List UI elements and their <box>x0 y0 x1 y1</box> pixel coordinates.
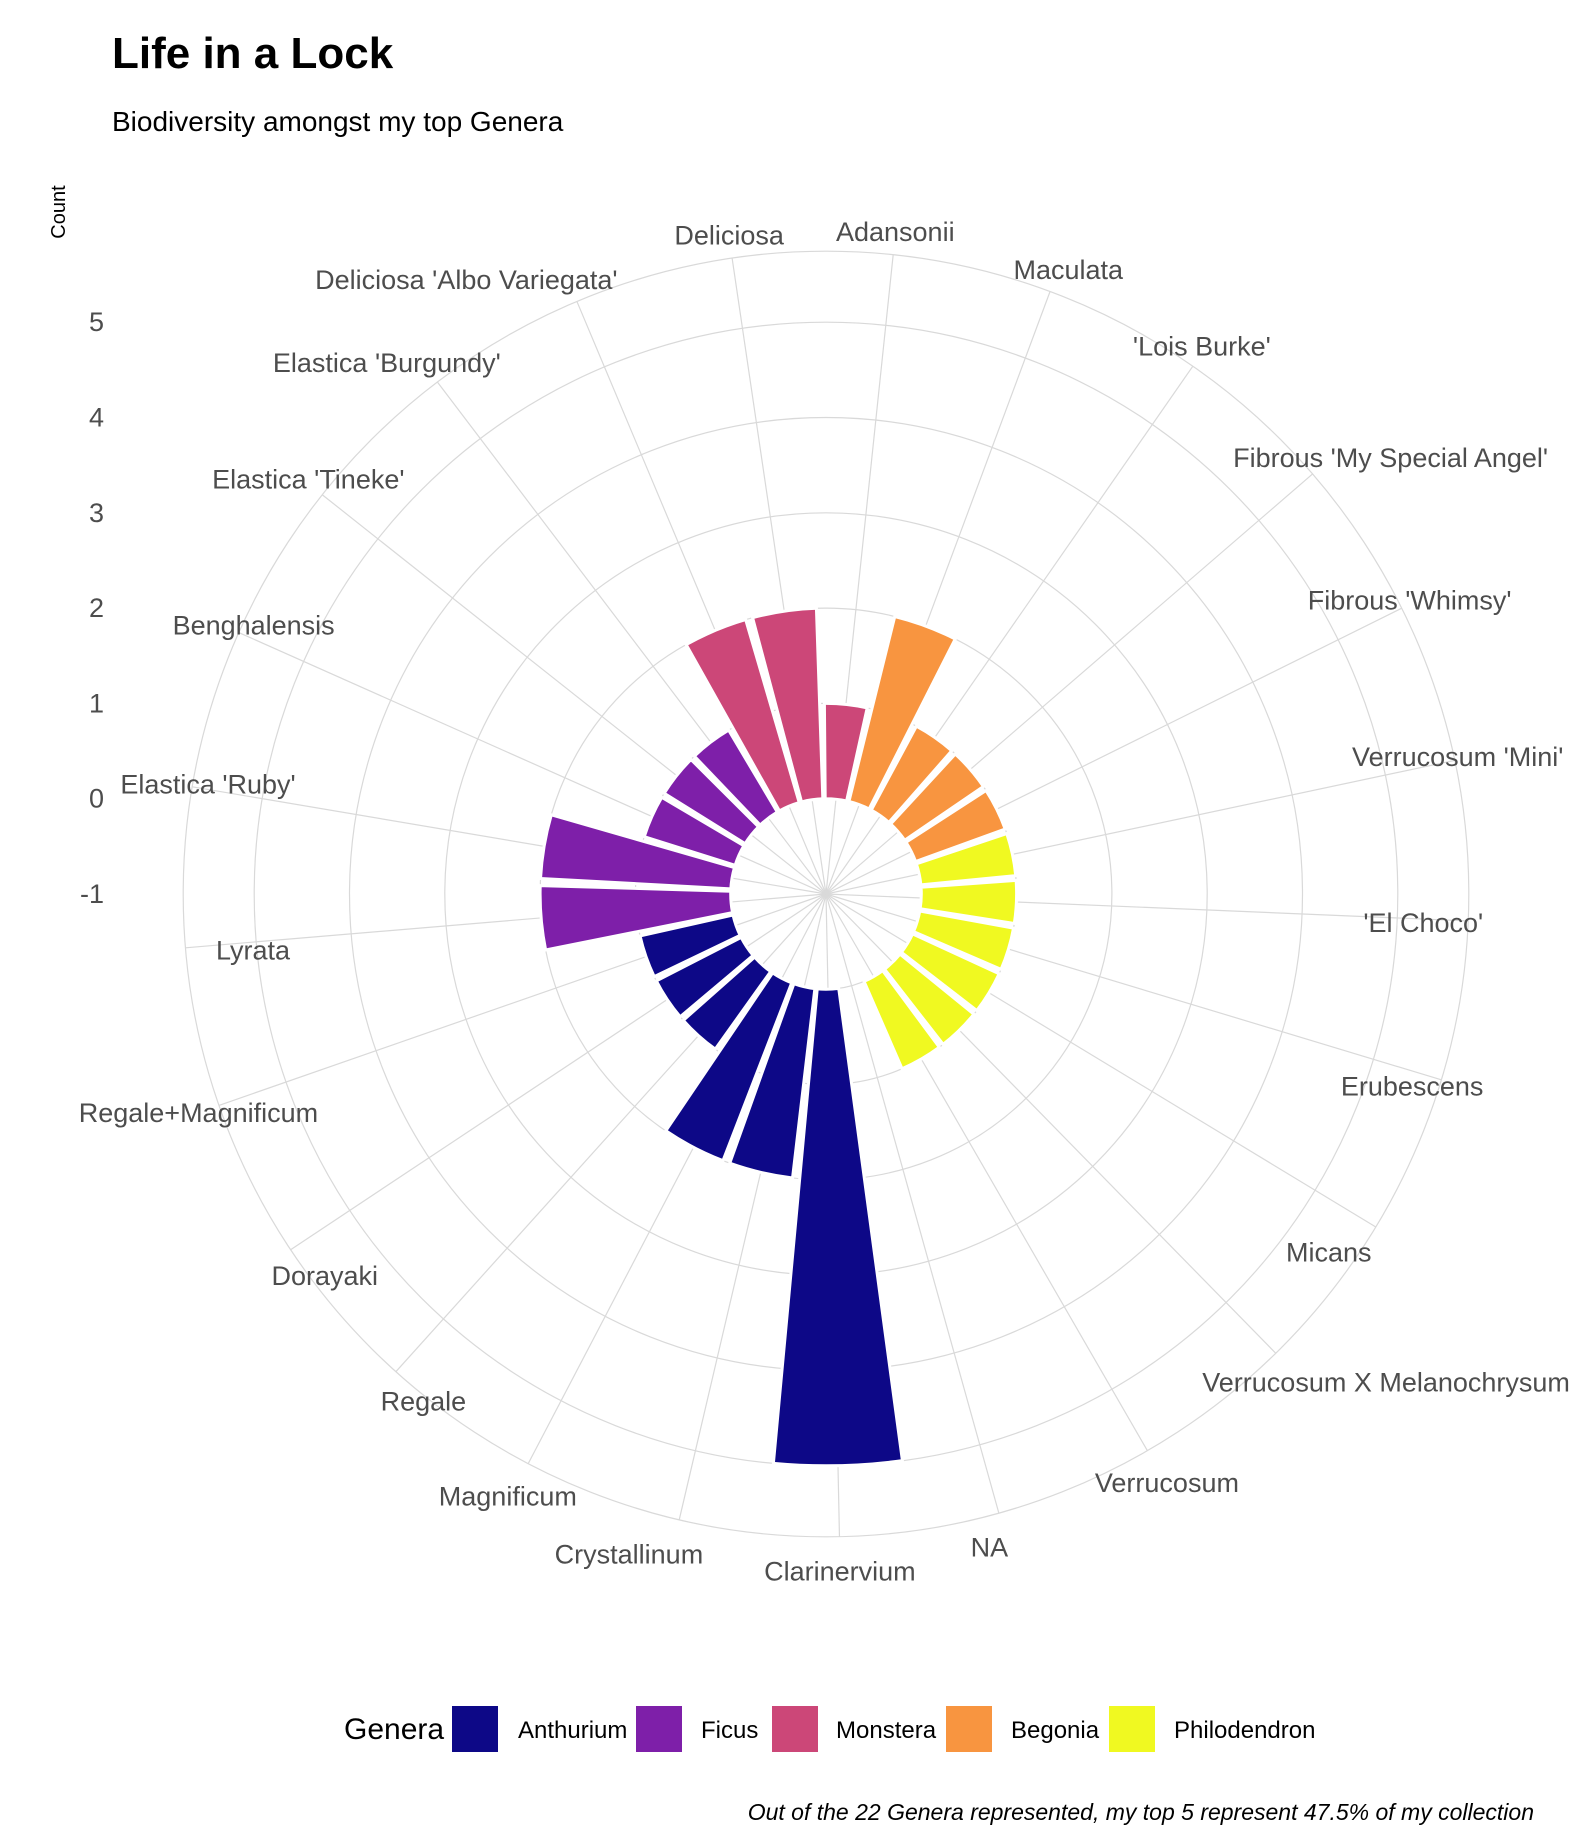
category-label: Verrucosum <box>1095 1468 1239 1498</box>
bar--lois-burke- <box>869 724 954 825</box>
legend-key-begonia <box>946 1706 992 1752</box>
bar-adansonii <box>822 701 869 803</box>
category-label: Maculata <box>1013 255 1124 285</box>
bar-magnificum <box>663 970 794 1163</box>
category-label: Fibrous 'My Special Angel' <box>1233 443 1548 473</box>
legend-label-anthurium: Anthurium <box>518 1717 627 1744</box>
bar-lyrata <box>538 884 735 952</box>
y-tick-label: 3 <box>89 498 104 528</box>
legend: Genera Anthurium Ficus Monstera Begonia Phil… <box>344 1706 1315 1752</box>
bars <box>538 606 1019 1468</box>
category-label: Verrucosum 'Mini' <box>1352 742 1563 772</box>
bar-crystallinum <box>727 981 817 1180</box>
bar-regale <box>681 955 773 1052</box>
bar-elastica-tineke- <box>662 757 761 846</box>
y-axis-ticks: 5 4 3 2 1 0 -1 <box>80 307 104 909</box>
grid-spoke <box>825 893 1000 1514</box>
legend-label-monstera: Monstera <box>836 1717 937 1744</box>
y-tick-label: 0 <box>89 784 104 814</box>
category-label: Crystallinum <box>555 1539 704 1569</box>
category-label: Elastica 'Ruby' <box>120 769 295 799</box>
category-label: Benghalensis <box>173 610 335 640</box>
bar-maculata <box>847 614 958 812</box>
bar-deliciosa-albo-variegata- <box>684 617 802 813</box>
y-tick-label: 2 <box>89 593 104 623</box>
y-tick-label: -1 <box>80 879 104 909</box>
category-label: Regale <box>381 1387 467 1417</box>
category-label: Clarinervium <box>764 1557 916 1587</box>
grid-circle-outer <box>182 250 1470 1538</box>
legend-label-begonia: Begonia <box>1011 1717 1100 1744</box>
bar-regale-magnificum <box>638 913 743 979</box>
category-label: NA <box>971 1532 1009 1562</box>
bar-verrucosum <box>862 968 942 1071</box>
chart-title: Life in a Lock <box>112 29 394 78</box>
category-label: Regale+Magnificum <box>79 1098 318 1128</box>
bar-fibrous-whimsy- <box>903 788 1008 864</box>
category-label: Fibrous 'Whimsy' <box>1308 585 1512 615</box>
category-label: Erubescens <box>1341 1072 1484 1102</box>
category-label: Magnificum <box>439 1481 577 1511</box>
category-label: Elastica 'Tineke' <box>212 464 404 494</box>
category-label: Adansonii <box>836 217 955 247</box>
bar-micans <box>899 931 1002 1013</box>
y-tick-label: 1 <box>89 688 104 718</box>
category-label: Deliciosa <box>674 220 785 250</box>
chart-subtitle: Biodiversity amongst my top Genera <box>112 106 564 137</box>
bar-fibrous-my-special-angel- <box>888 751 986 843</box>
legend-label-ficus: Ficus <box>701 1717 758 1744</box>
category-label: Dorayaki <box>272 1261 379 1291</box>
bar-verrucosum-x-melanochrysum <box>882 952 976 1047</box>
bar-elastica-burgundy- <box>692 728 780 828</box>
bar-deliciosa <box>750 606 825 804</box>
legend-key-anthurium <box>452 1706 498 1752</box>
category-label: 'Lois Burke' <box>1133 332 1271 362</box>
bar-verrucosum-mini- <box>914 831 1018 887</box>
category-label: Deliciosa 'Albo Variegata' <box>315 265 617 295</box>
y-tick-label: 4 <box>89 403 104 433</box>
legend-key-philodendron <box>1109 1706 1155 1752</box>
bar--el-choco- <box>918 878 1019 926</box>
bar-clarinervium <box>771 986 905 1468</box>
category-label: Lyrata <box>216 935 291 965</box>
legend-key-ficus <box>636 1706 682 1752</box>
legend-title: Genera <box>344 1713 444 1746</box>
category-label: Verrucosum X Melanochrysum <box>1202 1368 1570 1398</box>
bar-benghalensis <box>642 795 746 868</box>
bar-dorayaki <box>654 935 756 1019</box>
y-tick-label: 5 <box>89 307 104 337</box>
category-label: Elastica 'Burgundy' <box>273 348 501 378</box>
category-label: Micans <box>1286 1237 1372 1267</box>
legend-label-philodendron: Philodendron <box>1174 1717 1315 1744</box>
category-label: 'El Choco' <box>1363 908 1483 938</box>
category-labels: Adansonii Maculata 'Lois Burke' Fibrous 'My… <box>79 217 1570 1587</box>
y-axis-label: Count <box>48 185 70 239</box>
bar-erubescens <box>911 909 1016 972</box>
bar-elastica-ruby- <box>538 812 737 891</box>
chart-caption: Out of the 22 Genera represented, my top… <box>748 1799 1534 1825</box>
legend-key-monstera <box>772 1706 818 1752</box>
